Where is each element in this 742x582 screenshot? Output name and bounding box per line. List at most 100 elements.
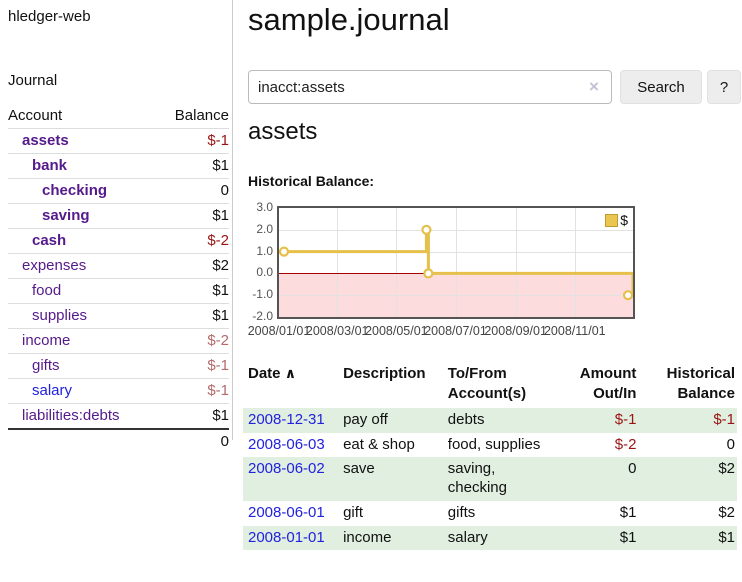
y-axis-tick-label: 3.0 bbox=[256, 200, 273, 214]
clear-search-icon[interactable]: × bbox=[589, 77, 599, 96]
accounts-total-row: 0 bbox=[8, 428, 229, 454]
transaction-row: 2008-06-01 gift gifts $1 $2 bbox=[243, 501, 737, 526]
account-link[interactable]: assets bbox=[22, 132, 69, 149]
transaction-accounts: saving, checking bbox=[442, 457, 542, 501]
account-balance: $1 bbox=[156, 153, 229, 179]
transaction-description: save bbox=[338, 457, 443, 501]
transaction-balance: $2 bbox=[638, 457, 737, 501]
transaction-date-link[interactable]: 2008-06-03 bbox=[248, 435, 325, 453]
account-link[interactable]: expenses bbox=[22, 257, 87, 274]
transaction-description: eat & shop bbox=[343, 435, 415, 453]
transaction-date-link[interactable]: 2008-06-02 bbox=[248, 460, 325, 478]
account-balance: $1 bbox=[156, 278, 229, 304]
account-row: income $-2 bbox=[8, 328, 229, 354]
accounts-column-header: To/From Account(s) bbox=[447, 365, 527, 402]
account-balance: $-1 bbox=[156, 128, 229, 154]
x-axis-tick-label: 2008/01/01 bbox=[247, 324, 311, 338]
gridline bbox=[279, 229, 633, 231]
gridline bbox=[279, 251, 633, 253]
transaction-description: gift bbox=[343, 503, 364, 521]
main-content: sample.journal × Search ? assets Histori… bbox=[243, 0, 742, 582]
data-point-marker bbox=[423, 268, 434, 279]
data-point-marker bbox=[279, 246, 290, 257]
account-link[interactable]: cash bbox=[32, 232, 67, 249]
sort-ascending-icon: ∧ bbox=[284, 365, 297, 381]
account-link[interactable]: bank bbox=[32, 157, 68, 174]
balance-column-header2: Historical Balance bbox=[666, 365, 735, 402]
account-link[interactable]: saving bbox=[42, 207, 90, 224]
chart-legend: $ bbox=[605, 212, 628, 228]
sidebar-item-journal[interactable]: Journal bbox=[8, 72, 58, 89]
account-balance: $1 bbox=[156, 303, 229, 329]
account-row: gifts $-1 bbox=[8, 353, 229, 379]
transaction-row: 2008-06-02 save saving, checking 0 $2 bbox=[243, 457, 737, 501]
account-link[interactable]: food bbox=[32, 282, 62, 299]
transaction-accounts: food, supplies bbox=[447, 435, 541, 453]
date-column-header[interactable]: Date ∧ bbox=[248, 365, 297, 382]
transaction-date-link[interactable]: 2008-12-31 bbox=[248, 410, 325, 428]
transaction-amount: 0 bbox=[541, 457, 639, 501]
transaction-amount: $1 bbox=[541, 525, 639, 551]
transaction-description: income bbox=[338, 525, 443, 551]
account-link[interactable]: checking bbox=[42, 182, 108, 199]
transaction-amount: $1 bbox=[619, 503, 637, 521]
transaction-row: 2008-06-03 eat & shop food, supplies $-2… bbox=[243, 433, 737, 458]
account-balance: $-2 bbox=[156, 228, 229, 254]
x-axis-tick-label: 2008/03/01 bbox=[305, 324, 369, 338]
legend-label: $ bbox=[620, 212, 628, 228]
register-header-row: Date ∧ Description To/From Account(s) Am… bbox=[243, 360, 737, 408]
account-row: saving $1 bbox=[8, 203, 229, 229]
account-row: food $1 bbox=[8, 278, 229, 304]
transaction-description: pay off bbox=[338, 407, 443, 433]
account-heading: assets bbox=[248, 118, 318, 145]
transaction-date-link[interactable]: 2008-01-01 bbox=[248, 528, 325, 546]
account-row: cash $-2 bbox=[8, 228, 229, 254]
transaction-row: 2008-12-31 pay off debts $-1 $-1 bbox=[243, 407, 737, 433]
account-row: bank $1 bbox=[8, 153, 229, 179]
account-balance: $2 bbox=[156, 253, 229, 279]
gridline bbox=[396, 208, 398, 317]
app-title-link[interactable]: hledger-web bbox=[8, 8, 91, 25]
accounts-balance-table: Account Balance assets $-1 bank $1 check… bbox=[8, 104, 229, 454]
account-row: liabilities:debts $1 bbox=[8, 403, 229, 429]
account-link[interactable]: supplies bbox=[32, 307, 88, 324]
gridline bbox=[279, 295, 633, 297]
account-balance: $-2 bbox=[156, 328, 229, 354]
data-point-marker bbox=[421, 224, 432, 235]
account-link[interactable]: gifts bbox=[32, 357, 60, 374]
gridline bbox=[337, 208, 339, 317]
historical-balance-chart: $ 3.0 2.0 1.0 0.0 -1.0 -2.0 2008/01/01 2008/03/… bbox=[243, 196, 742, 346]
gridline bbox=[515, 208, 517, 317]
transaction-date-link[interactable]: 2008-06-01 bbox=[248, 503, 325, 521]
page-title: sample.journal bbox=[248, 2, 450, 37]
account-row: salary $-1 bbox=[8, 378, 229, 404]
account-link[interactable]: income bbox=[22, 332, 71, 349]
account-link[interactable]: liabilities:debts bbox=[22, 407, 120, 424]
account-column-header: Account bbox=[8, 107, 63, 124]
account-balance: $-1 bbox=[156, 378, 229, 404]
transaction-balance: 0 bbox=[726, 435, 735, 453]
search-button[interactable]: Search bbox=[620, 70, 702, 104]
x-axis-tick-label: 2008/09/01 bbox=[484, 324, 547, 338]
register-table: Date ∧ Description To/From Account(s) Am… bbox=[243, 360, 737, 551]
transaction-balance: $1 bbox=[638, 525, 737, 551]
search-input[interactable] bbox=[248, 70, 612, 104]
y-axis-tick-label: 1.0 bbox=[256, 243, 273, 258]
amount-column-header: Amount Out/In bbox=[579, 365, 637, 402]
x-axis-tick-label: 2008/07/01 bbox=[424, 324, 487, 338]
balance-line-series bbox=[279, 224, 633, 301]
help-button[interactable]: ? bbox=[707, 70, 741, 104]
transaction-accounts: salary bbox=[442, 525, 542, 551]
gridline bbox=[574, 208, 576, 317]
gridline bbox=[455, 208, 457, 317]
account-balance: $1 bbox=[156, 403, 229, 429]
transaction-balance: $2 bbox=[718, 503, 735, 521]
sidebar: hledger-web Journal Account Balance asse… bbox=[0, 0, 233, 454]
account-link[interactable]: salary bbox=[32, 382, 73, 399]
accounts-table-header: Account Balance bbox=[8, 104, 229, 129]
account-row: checking 0 bbox=[8, 178, 229, 204]
transaction-accounts: debts bbox=[442, 407, 542, 433]
account-balance: 0 bbox=[156, 178, 229, 204]
chart-plot-area[interactable]: $ bbox=[277, 206, 635, 319]
